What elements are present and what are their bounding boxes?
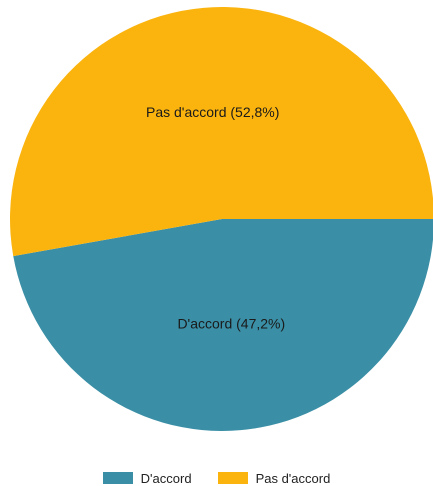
pie-slice-pas-d-accord[interactable]	[10, 7, 433, 257]
pie-slice-d-accord[interactable]	[13, 219, 433, 431]
pie-label-pas-d-accord: Pas d'accord (52,8%)	[146, 104, 279, 120]
legend-item-pas-d-accord[interactable]: Pas d'accord	[217, 470, 331, 486]
legend-swatch-pas-d-accord	[217, 472, 248, 484]
legend: D'accord Pas d'accord	[0, 470, 433, 486]
pie-label-d-accord: D'accord (47,2%)	[177, 315, 285, 331]
legend-label-pas-d-accord: Pas d'accord	[255, 470, 331, 486]
legend-label-d-accord: D'accord	[140, 470, 192, 486]
pie-chart: D'accord (47,2%) Pas d'accord (52,8%)	[10, 7, 433, 431]
legend-item-d-accord[interactable]: D'accord	[102, 470, 192, 486]
legend-swatch-d-accord	[102, 472, 133, 484]
pie-slices	[10, 7, 433, 431]
pie-labels: D'accord (47,2%) Pas d'accord (52,8%)	[146, 104, 285, 331]
